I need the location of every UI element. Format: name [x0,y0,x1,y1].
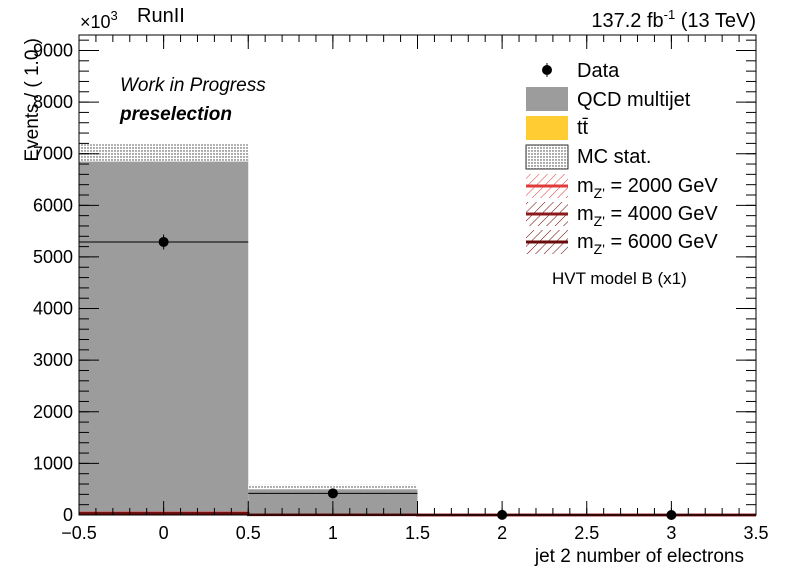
y-tick-label-0: 0 [63,505,73,525]
y-tick-label-1: 1000 [33,453,73,473]
x-tick-label-6: 2.5 [574,523,599,543]
selection-label: preselection [119,104,232,125]
data-point-0 [158,236,169,247]
legend-mcstat-swatch [525,144,569,170]
legend-sig4000-label: mZ' = 4000 GeV [577,203,718,229]
qcd-bar-0 [79,153,249,516]
y-tick-label-6: 6000 [33,195,73,215]
legend-sig6000-label: mZ' = 6000 GeV [577,231,718,257]
x-tick-label-1: 0 [159,523,169,543]
header-right: 137.2 fb-1 (13 TeV) [591,7,756,32]
mcstat-band-0 [79,144,249,162]
y-tick-label-7: 7000 [33,144,73,164]
legend-model-label: HVT model B (x1) [552,269,687,288]
x-tick-label-7: 3 [666,523,676,543]
y-tick-label-2: 2000 [33,402,73,422]
y-tick-label-4: 4000 [33,299,73,319]
legend-mcstat-label: MC stat. [577,146,651,168]
y-tick-label-3: 3000 [33,350,73,370]
data-point-1 [327,488,338,499]
y-tick-label-5: 5000 [33,247,73,267]
y-tick-label-8: 8000 [33,92,73,112]
x-tick-label-3: 1 [328,523,338,543]
x-axis-title: jet 2 number of electrons [534,546,744,567]
y-axis-title: Events / ( 1.0 ) [22,38,43,162]
x-tick-label-5: 2 [497,523,507,543]
legend: Data QCD multijet tt̄ MC stat. mZ' = 200… [525,60,718,288]
legend-qcd-label: QCD multijet [577,89,691,111]
legend-data-label: Data [577,60,620,82]
legend-ttbar-swatch [526,116,568,140]
legend-qcd-swatch [526,87,568,111]
x-tick-label-0: −0.5 [61,523,97,543]
y-tick-label-9: 9000 [33,40,73,60]
x-tick-label-2: 0.5 [236,523,261,543]
legend-sig2000-label: mZ' = 2000 GeV [577,175,718,201]
x-tick-label-4: 1.5 [405,523,430,543]
y-multiplier: ×103 [80,8,118,32]
status-label: Work in Progress [120,75,266,96]
x-tick-label-8: 3.5 [743,523,768,543]
header-left: RunII [137,5,185,27]
mcstat-band-1 [248,484,418,490]
legend-ttbar-label: tt̄ [577,117,589,139]
